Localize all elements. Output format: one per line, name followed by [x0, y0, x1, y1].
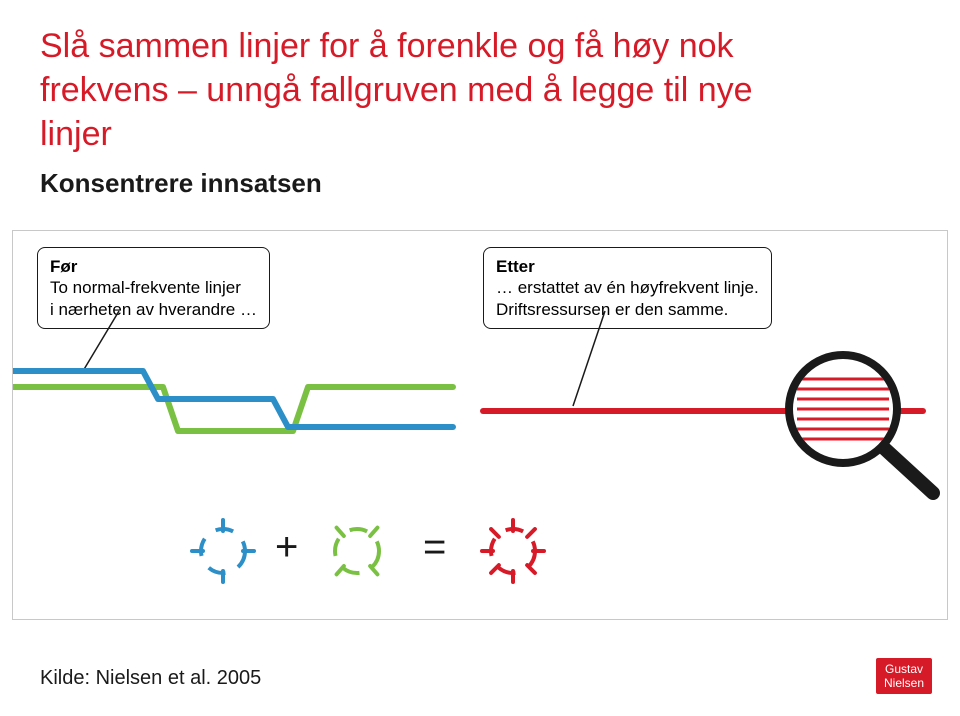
plus-symbol: +: [275, 525, 298, 570]
source-footer: Kilde: Nielsen et al. 2005: [40, 667, 261, 690]
diagram-frame: Før To normal-frekvente linjer i nærhete…: [12, 230, 948, 620]
title-line-1: Slå sammen linjer for å forenkle og få h…: [40, 24, 920, 68]
title-line-3: linjer: [40, 112, 920, 156]
slide-title: Slå sammen linjer for å forenkle og få h…: [40, 24, 920, 157]
brand-line-2: Nielsen: [884, 676, 924, 690]
slide-subtitle: Konsentrere innsatsen: [40, 168, 322, 199]
diagram-svg: [13, 231, 949, 621]
slide-page: Slå sammen linjer for å forenkle og få h…: [0, 0, 960, 716]
brand-badge: Gustav Nielsen: [876, 658, 932, 694]
title-line-2: frekvens – unngå fallgruven med å legge …: [40, 68, 920, 112]
equals-symbol: =: [423, 525, 446, 570]
brand-line-1: Gustav: [885, 662, 923, 676]
